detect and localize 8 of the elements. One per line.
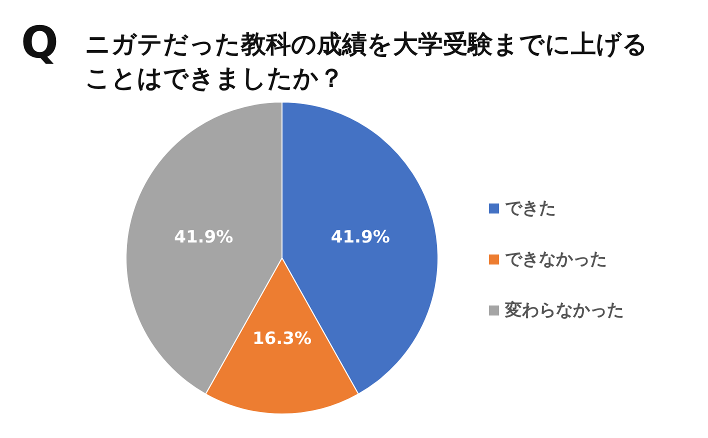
legend-label: できなかった bbox=[505, 250, 607, 270]
legend-label: 変わらなかった bbox=[504, 300, 624, 320]
chart-subtitle: ニガテだった教科の成績を大学受験までに上げることはできましたか？ bbox=[85, 30, 648, 92]
data-label: 16.3% bbox=[252, 329, 312, 349]
data-label: 41.9% bbox=[330, 228, 390, 248]
chart-title: Q bbox=[21, 18, 58, 68]
legend-label: できた bbox=[505, 198, 556, 218]
data-label: 41.9% bbox=[174, 228, 234, 248]
